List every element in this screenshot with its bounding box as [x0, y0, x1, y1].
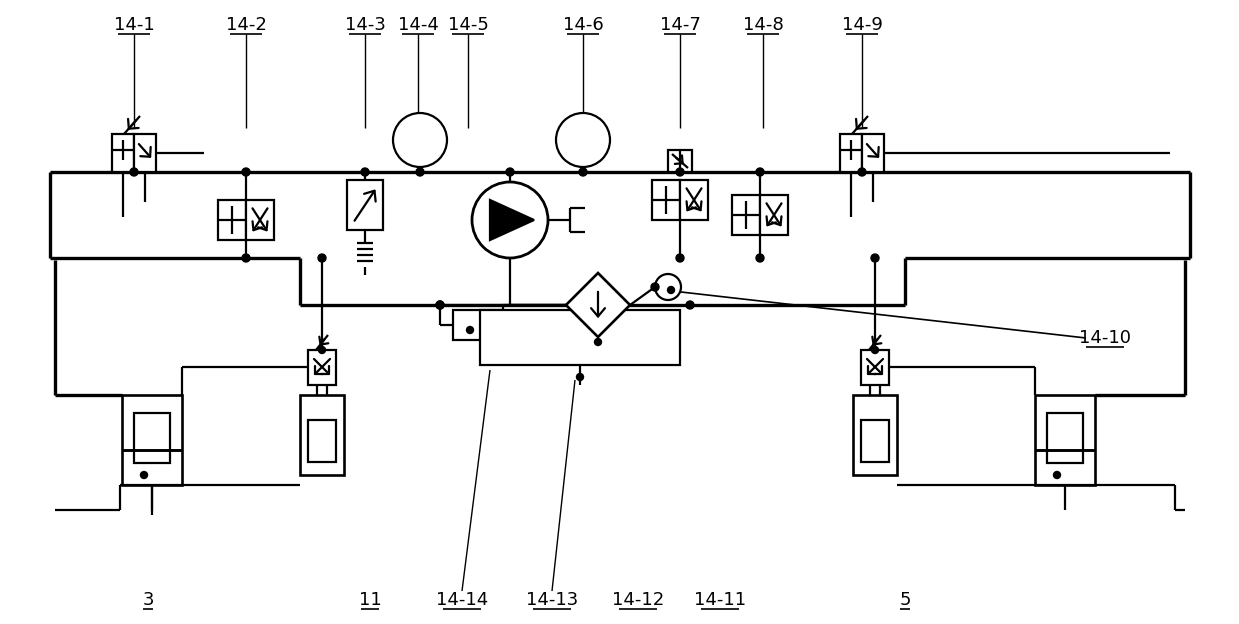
Bar: [668, 150, 693, 172]
Bar: [861, 420, 890, 462]
Bar: [1035, 395, 1095, 485]
Bar: [247, 200, 274, 240]
Circle shape: [242, 168, 250, 176]
Circle shape: [467, 326, 473, 333]
Text: 14-6: 14-6: [563, 16, 603, 34]
Polygon shape: [566, 273, 629, 337]
Circle shape: [576, 374, 584, 381]
Text: 14-11: 14-11: [694, 591, 746, 609]
Circle shape: [436, 301, 444, 309]
Bar: [112, 134, 134, 172]
Bar: [652, 180, 680, 220]
Circle shape: [436, 301, 444, 309]
Text: 11: 11: [358, 591, 382, 609]
Text: 14-1: 14-1: [114, 16, 155, 34]
Bar: [347, 180, 383, 230]
Bar: [680, 180, 707, 220]
Circle shape: [655, 274, 681, 300]
Circle shape: [1053, 472, 1061, 479]
Bar: [760, 195, 788, 235]
Polygon shape: [489, 200, 534, 240]
Bar: [309, 350, 336, 385]
Bar: [134, 134, 156, 172]
Circle shape: [871, 346, 878, 354]
Circle shape: [676, 168, 684, 176]
Text: 14-10: 14-10: [1079, 329, 1131, 347]
Circle shape: [393, 113, 447, 167]
Bar: [732, 195, 760, 235]
Circle shape: [686, 301, 694, 309]
Circle shape: [676, 254, 684, 262]
Bar: [121, 395, 182, 485]
Bar: [479, 310, 680, 365]
Circle shape: [857, 168, 866, 176]
Bar: [300, 395, 344, 475]
Text: 5: 5: [900, 591, 911, 609]
Circle shape: [595, 338, 601, 346]
Circle shape: [506, 168, 514, 176]
Circle shape: [668, 286, 674, 293]
Circle shape: [416, 168, 424, 176]
Circle shape: [556, 113, 610, 167]
Circle shape: [472, 182, 548, 258]
Bar: [862, 134, 883, 172]
Circle shape: [756, 168, 764, 176]
Bar: [309, 420, 336, 462]
Circle shape: [242, 254, 250, 262]
Text: 14-2: 14-2: [225, 16, 266, 34]
Text: 14-12: 14-12: [612, 591, 664, 609]
Circle shape: [361, 168, 369, 176]
Text: 14-9: 14-9: [841, 16, 882, 34]
Bar: [218, 200, 247, 240]
Text: 14-14: 14-14: [436, 591, 488, 609]
Circle shape: [318, 254, 326, 262]
Circle shape: [650, 283, 659, 291]
Circle shape: [130, 168, 138, 176]
Circle shape: [871, 254, 878, 262]
Text: 14-5: 14-5: [447, 16, 488, 34]
Text: 14-13: 14-13: [525, 591, 579, 609]
Bar: [861, 350, 890, 385]
Bar: [852, 395, 897, 475]
Circle shape: [318, 346, 326, 354]
Circle shape: [140, 472, 147, 479]
Text: 3: 3: [142, 591, 154, 609]
Circle shape: [579, 168, 587, 176]
Circle shape: [756, 254, 764, 262]
Text: 14-4: 14-4: [398, 16, 439, 34]
Bar: [134, 413, 170, 463]
Bar: [840, 134, 862, 172]
Bar: [453, 310, 503, 340]
Bar: [1047, 413, 1083, 463]
Text: 14-3: 14-3: [344, 16, 385, 34]
Text: 14-8: 14-8: [742, 16, 783, 34]
Text: 14-7: 14-7: [659, 16, 700, 34]
